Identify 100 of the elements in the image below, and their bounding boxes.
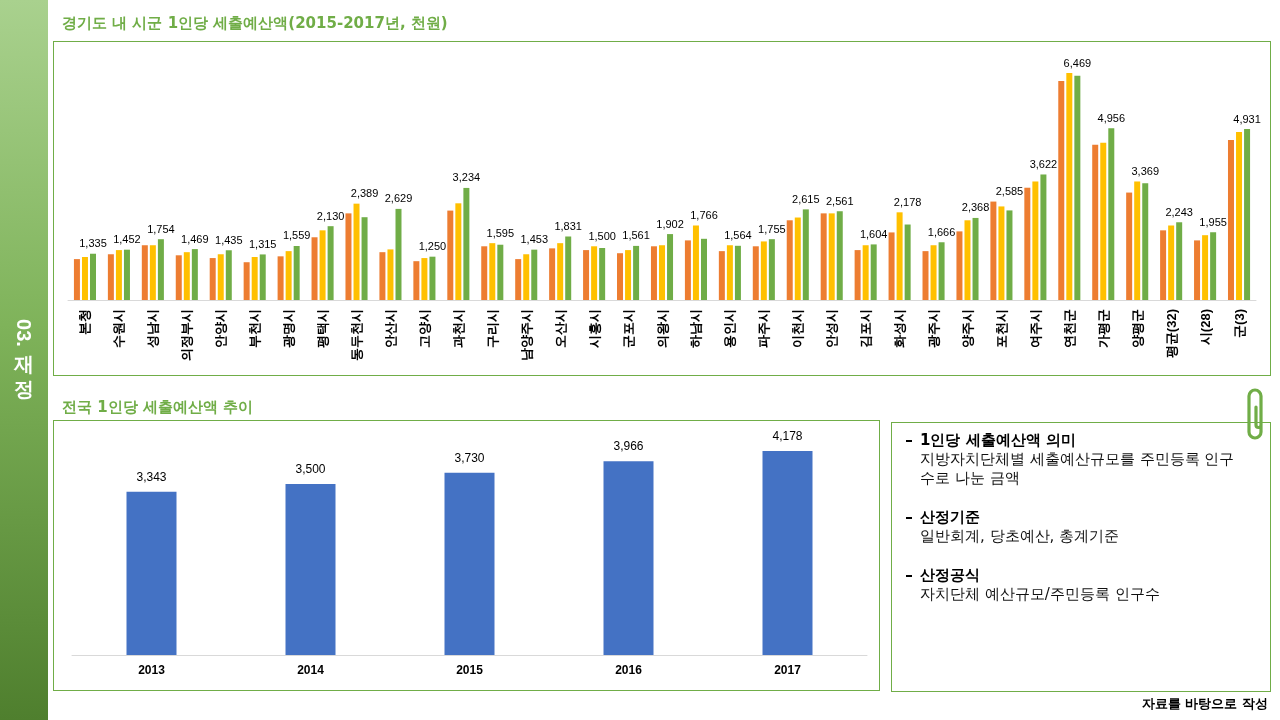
x-tick-label: 2015 — [456, 663, 484, 677]
data-label: 6,469 — [1063, 56, 1092, 69]
data-label: 2,629 — [384, 192, 413, 205]
data-label: 2,178 — [893, 195, 922, 208]
bar — [930, 245, 937, 300]
bar — [259, 254, 266, 300]
x-tick-label: 하남시 — [688, 309, 704, 348]
bar — [243, 262, 250, 300]
bar — [1194, 240, 1201, 300]
bar — [1006, 210, 1013, 300]
bar — [126, 491, 177, 655]
bar — [828, 213, 835, 300]
text: 산정기준 — [920, 508, 981, 527]
data-label: 1,452 — [113, 233, 141, 246]
data-label: 1,435 — [215, 233, 243, 246]
x-tick-label: 군포시 — [620, 309, 636, 348]
x-tick-label: 안양시 — [213, 309, 229, 348]
bar — [209, 258, 216, 300]
bar — [293, 245, 300, 300]
bar — [447, 210, 454, 300]
bar — [1092, 144, 1099, 300]
x-tick-label: 수원시 — [111, 309, 127, 348]
bar — [107, 254, 114, 300]
x-tick-label: 시(28) — [1197, 309, 1213, 346]
x-tick-label: 과천시 — [450, 309, 466, 348]
bar — [904, 224, 911, 300]
bar — [1074, 75, 1081, 300]
data-label: 1,453 — [520, 233, 549, 246]
chart-title: 전국 1인당 세출예산액 추이 — [62, 398, 254, 416]
x-tick-label: 동두천시 — [349, 309, 365, 361]
bar — [387, 249, 394, 300]
x-tick-label: 파주시 — [756, 309, 772, 348]
data-label: 1,755 — [758, 222, 786, 235]
bar — [277, 256, 284, 300]
x-tick-label: 남양주시 — [518, 309, 534, 361]
data-label: 3,500 — [295, 462, 326, 477]
bar — [353, 203, 360, 300]
data-label: 4,956 — [1097, 111, 1126, 124]
x-tick-label: 광주시 — [926, 309, 942, 348]
x-tick-label: 용인시 — [722, 309, 738, 348]
bar — [591, 246, 598, 300]
bar — [413, 261, 420, 300]
data-label: 4,178 — [772, 429, 803, 443]
x-tick-label: 2014 — [297, 663, 325, 677]
bar — [862, 245, 869, 300]
bar — [734, 245, 741, 300]
data-label: 3,730 — [454, 450, 485, 465]
bar — [1126, 192, 1133, 300]
bar — [1134, 181, 1141, 300]
bar — [896, 212, 903, 300]
x-tick-label: 부천시 — [247, 309, 263, 348]
data-label: 2,615 — [792, 192, 820, 205]
x-tick-label: 의정부시 — [179, 309, 195, 361]
x-tick-label: 양주시 — [959, 309, 975, 348]
x-tick-label: 김포시 — [858, 309, 874, 348]
bar — [956, 231, 963, 300]
bar — [327, 226, 334, 300]
bar — [1236, 131, 1243, 300]
bar — [429, 256, 436, 300]
bar — [175, 255, 182, 300]
data-label: 1,250 — [418, 240, 447, 253]
bar — [964, 220, 971, 300]
x-tick-label: 2017 — [774, 663, 802, 677]
bar — [285, 251, 292, 300]
data-label: 1,754 — [147, 222, 175, 235]
text: 자료를 바탕으로 작성 — [1141, 696, 1268, 712]
bar — [183, 252, 190, 300]
bar — [1024, 187, 1031, 300]
text: 1인당 세출예산액 의미 — [920, 431, 1077, 450]
bar — [1040, 174, 1047, 300]
x-tick-label: 안산시 — [382, 309, 398, 348]
data-label: 4,931 — [1233, 112, 1261, 125]
bar — [361, 217, 368, 300]
bar — [794, 217, 801, 300]
text: 자치단체 예산규모/주민등록 인구수 — [920, 585, 1161, 604]
bar — [1100, 142, 1107, 300]
data-label: 3,343 — [136, 469, 167, 484]
bar — [684, 240, 691, 300]
bar — [870, 244, 877, 300]
bar — [379, 252, 386, 300]
data-label: 3,234 — [452, 171, 481, 184]
bar — [463, 187, 470, 300]
bar — [523, 254, 530, 300]
bar — [1032, 181, 1039, 300]
bar — [285, 484, 336, 655]
bar — [762, 451, 813, 655]
bar — [583, 250, 590, 300]
bar — [752, 246, 759, 300]
bar — [73, 259, 80, 300]
bar — [768, 239, 775, 300]
bar — [718, 251, 725, 300]
data-label: 1,955 — [1199, 215, 1227, 228]
bar — [489, 243, 496, 300]
bar — [251, 257, 258, 300]
bar — [786, 220, 793, 300]
bar — [531, 249, 538, 300]
bar — [922, 251, 929, 300]
data-label: 2,243 — [1165, 205, 1193, 218]
data-label: 1,561 — [622, 229, 650, 242]
bar — [1210, 232, 1217, 300]
